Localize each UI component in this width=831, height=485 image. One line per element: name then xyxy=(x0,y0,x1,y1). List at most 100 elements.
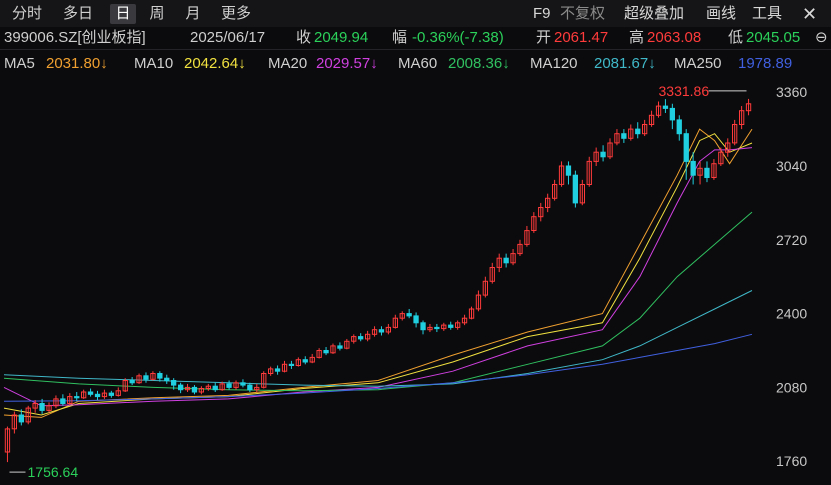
candle-up xyxy=(101,392,108,398)
candle-down xyxy=(108,392,114,396)
annotations: 3331.86 1756.64 xyxy=(9,83,747,480)
candle-down xyxy=(378,329,385,333)
candle-down xyxy=(420,322,426,331)
candle-up xyxy=(642,124,648,135)
candle-down xyxy=(226,383,232,388)
close-label: 收 xyxy=(296,29,312,46)
tools-button[interactable]: 工具 xyxy=(752,5,783,22)
close-icon[interactable]: ✕ xyxy=(802,4,818,24)
candle-down xyxy=(60,398,66,404)
candlestick-chart[interactable]: 3360 3040 2720 2400 2080 1760 3331.86 1756.64 xyxy=(0,75,831,485)
candle-down xyxy=(302,359,308,363)
candle-down xyxy=(157,373,163,379)
tab-daily[interactable]: 日 xyxy=(110,4,136,24)
candle-down xyxy=(690,160,696,176)
candle-up xyxy=(32,403,38,409)
candle-up xyxy=(371,329,378,335)
candle-down xyxy=(212,385,218,391)
candle-up xyxy=(309,356,315,363)
candle-down xyxy=(39,403,45,411)
candle-up xyxy=(330,345,336,354)
ma60-label: MA60 xyxy=(398,55,438,72)
candle-up xyxy=(586,160,592,186)
candle-up xyxy=(254,386,260,391)
candle-up xyxy=(468,308,475,319)
candle-up xyxy=(510,253,516,264)
ma10-value: 2042.64↓ xyxy=(184,55,246,72)
tab-monthly[interactable]: 月 xyxy=(185,5,201,22)
change-label: 幅 xyxy=(392,29,408,46)
candle-up xyxy=(496,257,502,268)
candle-down xyxy=(565,165,572,176)
candle-up xyxy=(81,391,87,399)
tab-more[interactable]: 更多 xyxy=(220,5,251,22)
candle-up xyxy=(517,243,523,255)
candle-up xyxy=(261,373,267,388)
candle-up xyxy=(219,383,225,391)
candle-down xyxy=(572,174,579,204)
high-value: 2063.08 xyxy=(647,29,702,46)
divider xyxy=(0,49,831,50)
candle-up xyxy=(392,317,399,328)
y-tick-label: 3360 xyxy=(776,84,807,100)
change-value: -0.36%(-7.38) xyxy=(412,29,504,46)
candle-up xyxy=(475,294,482,310)
y-tick-label: 1760 xyxy=(776,453,807,469)
candle-up xyxy=(455,322,461,328)
candle-up xyxy=(198,388,204,393)
draw-line-button[interactable]: 画线 xyxy=(706,5,737,22)
ma250-label: MA250 xyxy=(674,55,722,72)
candle-down xyxy=(171,380,177,386)
candle-up xyxy=(524,230,530,245)
candle-down xyxy=(621,133,627,139)
ma250-value: 1978.89 xyxy=(738,55,793,72)
tab-multi-day[interactable]: 多日 xyxy=(62,5,93,22)
candle-down xyxy=(434,326,440,330)
candle-up xyxy=(205,385,211,390)
collapse-icon[interactable]: ⊖ xyxy=(815,29,828,46)
close-value: 2049.94 xyxy=(314,29,369,46)
f9-button[interactable]: F9 xyxy=(533,5,551,22)
ma60-value: 2008.36↓ xyxy=(448,55,510,72)
candle-down xyxy=(191,386,198,393)
y-axis: 3360 3040 2720 2400 2080 1760 xyxy=(776,84,807,469)
low-label: 低 xyxy=(728,29,744,46)
candle-up xyxy=(316,350,322,358)
unadjusted-button[interactable]: 不复权 xyxy=(560,5,606,22)
candle-down xyxy=(247,384,253,391)
candle-up xyxy=(268,368,274,374)
candle-up xyxy=(725,142,731,153)
candle-up xyxy=(732,124,738,144)
candle-up xyxy=(11,414,17,430)
candle-up xyxy=(614,133,620,144)
candle-up xyxy=(281,363,288,372)
candle-up xyxy=(344,340,350,349)
candle-down xyxy=(87,391,94,395)
candle-up xyxy=(4,428,11,453)
candle-down xyxy=(18,414,25,423)
tab-weekly[interactable]: 周 xyxy=(149,5,165,22)
candle-up xyxy=(538,207,544,218)
open-label: 开 xyxy=(536,29,552,46)
tab-intraday[interactable]: 分时 xyxy=(11,5,42,22)
ma120-line xyxy=(3,290,753,387)
y-tick-label: 2720 xyxy=(776,232,807,248)
candle-up xyxy=(718,151,724,165)
candle-up xyxy=(399,313,405,319)
candle-up xyxy=(628,128,634,139)
ma120-value: 2081.67↓ xyxy=(594,55,656,72)
candle-up xyxy=(593,151,599,162)
candle-up xyxy=(184,386,191,391)
candle-up xyxy=(351,336,357,342)
high-label: 高 xyxy=(629,29,645,46)
candle-down xyxy=(274,368,281,372)
ma5-value: 2031.80↓ xyxy=(46,55,108,72)
high-annotation: 3331.86 xyxy=(659,83,710,99)
ma5-label: MA5 xyxy=(4,55,35,72)
candle-down xyxy=(74,396,80,399)
candle-up xyxy=(482,280,489,296)
candle-up xyxy=(365,333,371,340)
super-overlay-button[interactable]: 超级叠加 xyxy=(624,5,685,22)
candle-down xyxy=(94,393,101,398)
index-code: 399006.SZ[创业板指] xyxy=(4,29,146,46)
